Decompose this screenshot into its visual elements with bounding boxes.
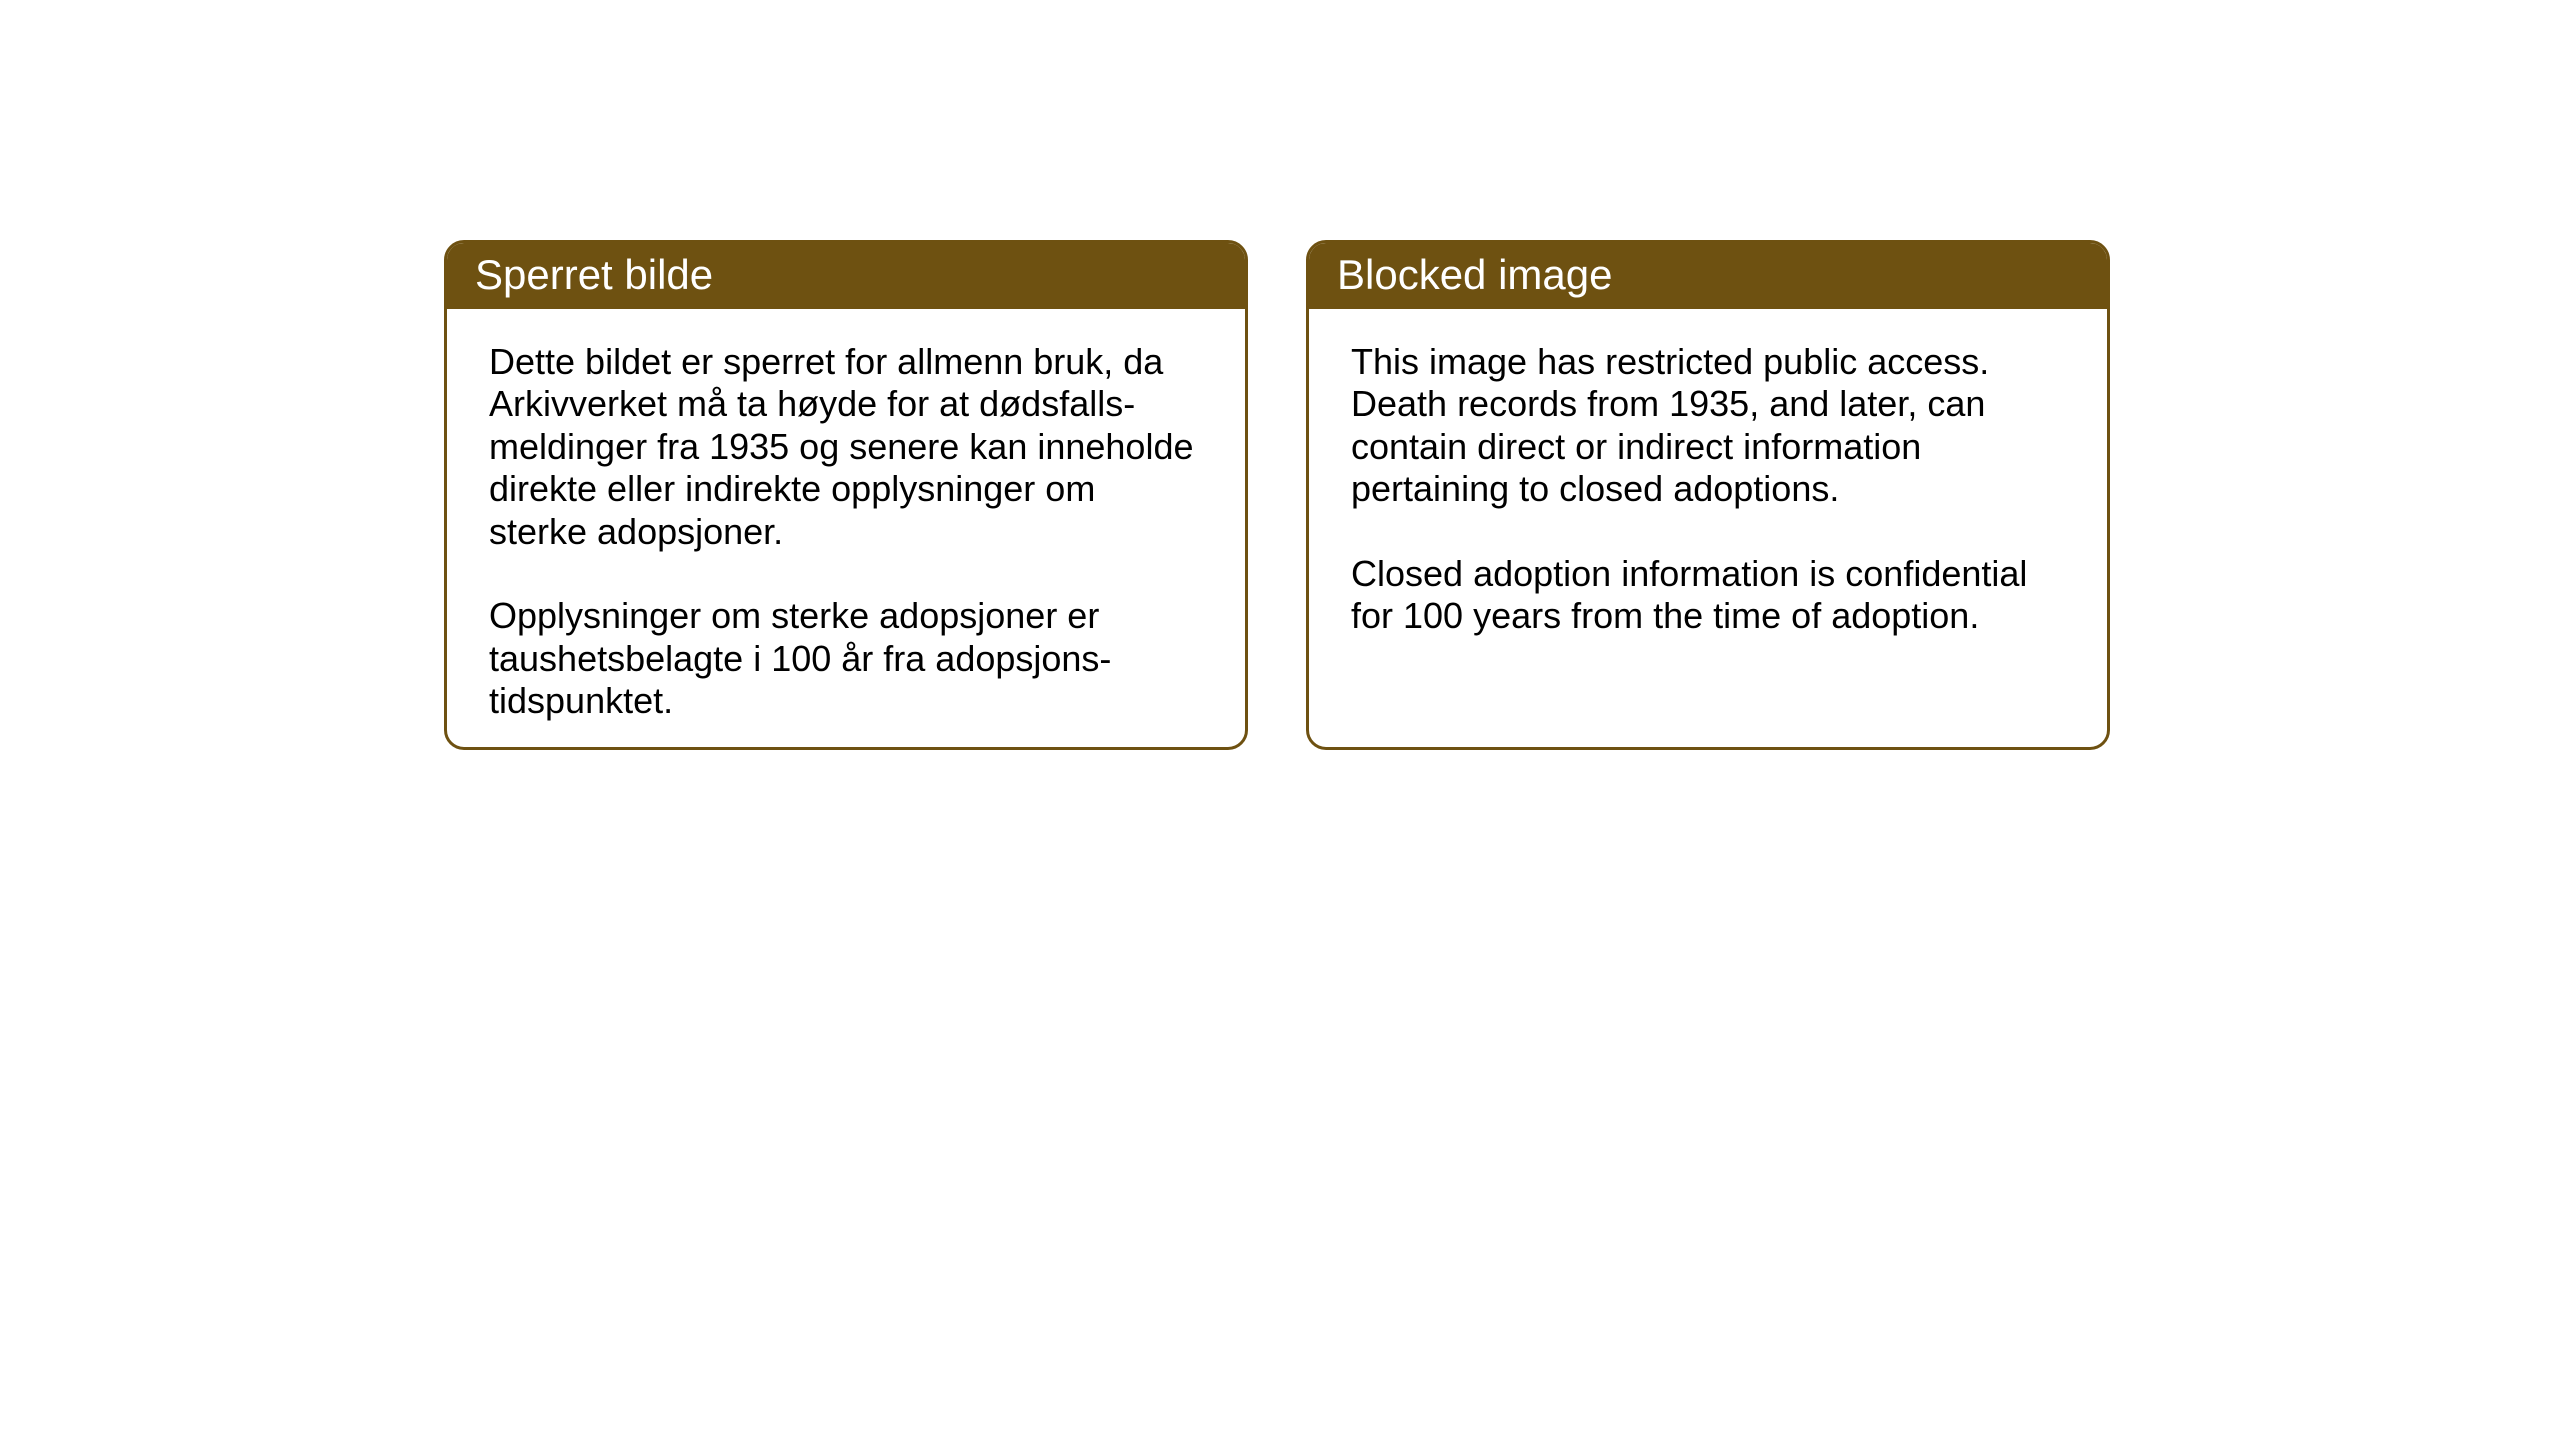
card-header-english: Blocked image xyxy=(1309,243,2107,309)
card-norwegian: Sperret bilde Dette bildet er sperret fo… xyxy=(444,240,1248,750)
card-paragraph1-norwegian: Dette bildet er sperret for allmenn bruk… xyxy=(489,341,1203,553)
card-body-norwegian: Dette bildet er sperret for allmenn bruk… xyxy=(447,309,1245,750)
card-body-english: This image has restricted public access.… xyxy=(1309,309,2107,670)
cards-container: Sperret bilde Dette bildet er sperret fo… xyxy=(444,240,2110,750)
card-english: Blocked image This image has restricted … xyxy=(1306,240,2110,750)
card-title-english: Blocked image xyxy=(1337,251,1612,298)
card-paragraph2-norwegian: Opplysninger om sterke adopsjoner er tau… xyxy=(489,595,1203,722)
card-paragraph2-english: Closed adoption information is confident… xyxy=(1351,553,2065,638)
card-title-norwegian: Sperret bilde xyxy=(475,251,713,298)
card-paragraph1-english: This image has restricted public access.… xyxy=(1351,341,2065,511)
card-header-norwegian: Sperret bilde xyxy=(447,243,1245,309)
